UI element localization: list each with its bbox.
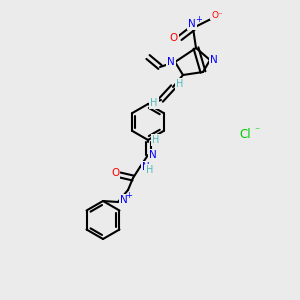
Text: H: H [146,165,154,175]
Text: N: N [210,55,218,65]
Text: ⁻: ⁻ [254,126,260,136]
Text: Cl: Cl [239,128,251,142]
Text: N: N [120,195,128,205]
Text: O: O [111,168,119,178]
Text: H: H [152,135,160,145]
Text: N: N [167,57,175,67]
Text: N: N [149,150,157,160]
Text: H: H [176,79,184,89]
Text: O⁻: O⁻ [211,11,223,20]
Text: H: H [150,98,158,108]
Text: N: N [188,19,196,29]
Text: N: N [142,162,150,172]
Text: O: O [170,33,178,43]
Text: +: + [196,16,202,25]
Text: +: + [126,190,132,200]
